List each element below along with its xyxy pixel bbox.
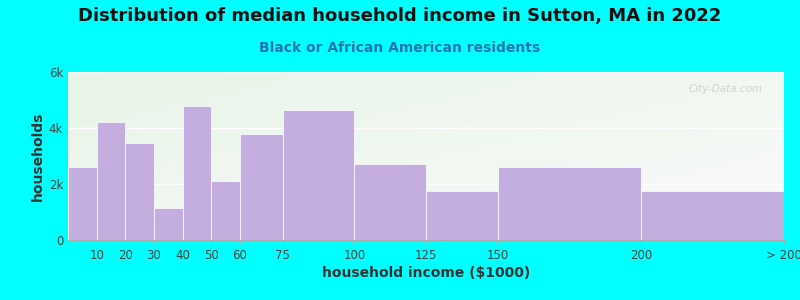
Text: City-Data.com: City-Data.com xyxy=(688,84,762,94)
Bar xyxy=(154,208,182,240)
Bar xyxy=(354,164,426,240)
Bar xyxy=(282,110,354,240)
X-axis label: household income ($1000): household income ($1000) xyxy=(322,266,530,280)
Y-axis label: households: households xyxy=(30,111,45,201)
Bar xyxy=(182,106,211,240)
Text: Black or African American residents: Black or African American residents xyxy=(259,40,541,55)
Bar xyxy=(641,191,784,240)
Bar xyxy=(426,191,498,240)
Text: Distribution of median household income in Sutton, MA in 2022: Distribution of median household income … xyxy=(78,8,722,26)
Bar xyxy=(240,134,283,240)
Bar xyxy=(126,143,154,240)
Bar xyxy=(68,167,97,240)
Bar xyxy=(211,181,240,240)
Bar xyxy=(498,167,641,240)
Bar xyxy=(97,122,126,240)
